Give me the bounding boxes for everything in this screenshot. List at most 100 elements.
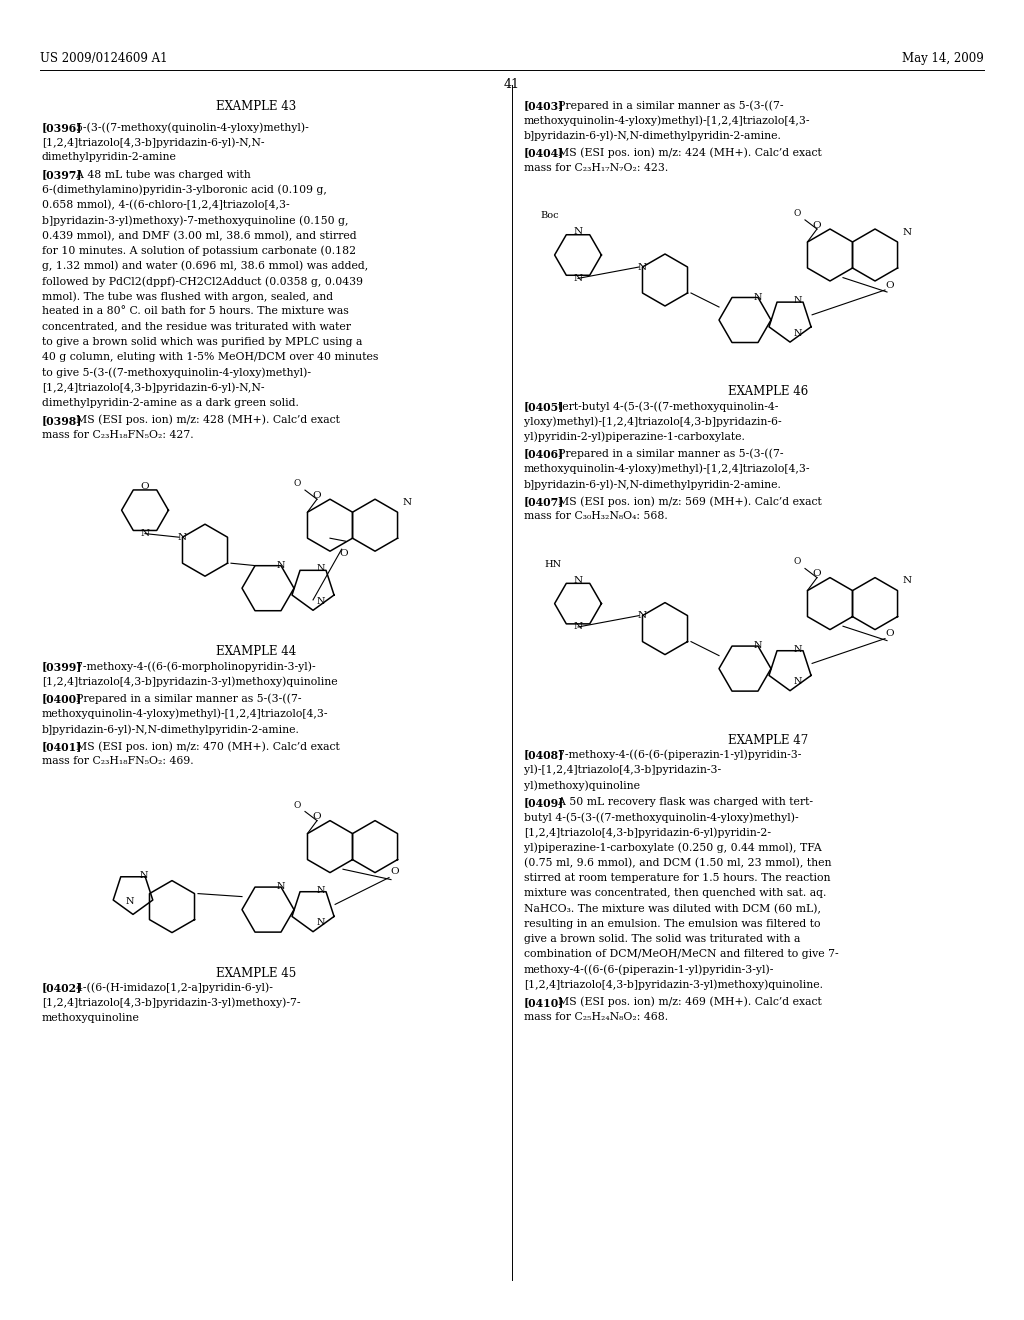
Text: N: N (902, 577, 911, 586)
Text: A 48 mL tube was charged with: A 48 mL tube was charged with (70, 169, 251, 180)
Text: N: N (754, 293, 762, 302)
Text: MS (ESI pos. ion) m/z: 569 (MH+). Calc’d exact: MS (ESI pos. ion) m/z: 569 (MH+). Calc’d… (551, 496, 822, 507)
Text: Prepared in a similar manner as 5-(3-((7-: Prepared in a similar manner as 5-(3-((7… (551, 100, 783, 111)
Text: mass for C₂₃H₁₈FN₅O₂: 427.: mass for C₂₃H₁₈FN₅O₂: 427. (42, 430, 194, 440)
Text: tert-butyl 4-(5-(3-((7-methoxyquinolin-4-: tert-butyl 4-(5-(3-((7-methoxyquinolin-4… (551, 401, 778, 412)
Text: mass for C₃₀H₃₂N₈O₄: 568.: mass for C₃₀H₃₂N₈O₄: 568. (524, 511, 668, 521)
Text: MS (ESI pos. ion) m/z: 470 (MH+). Calc’d exact: MS (ESI pos. ion) m/z: 470 (MH+). Calc’d… (70, 742, 340, 752)
Text: mass for C₂₃H₁₇N₇O₂: 423.: mass for C₂₃H₁₇N₇O₂: 423. (524, 162, 669, 173)
Text: N: N (754, 642, 762, 651)
Text: resulting in an emulsion. The emulsion was filtered to: resulting in an emulsion. The emulsion w… (524, 919, 820, 929)
Text: EXAMPLE 43: EXAMPLE 43 (216, 100, 296, 114)
Text: [0404]: [0404] (524, 148, 564, 158)
Text: [1,2,4]triazolo[4,3-b]pyridazin-6-yl)-N,N-: [1,2,4]triazolo[4,3-b]pyridazin-6-yl)-N,… (42, 137, 264, 148)
Text: [0402]: [0402] (42, 982, 82, 994)
Text: N: N (638, 611, 647, 620)
Text: O: O (886, 281, 894, 289)
Text: O: O (293, 479, 301, 488)
Text: 0.439 mmol), and DMF (3.00 ml, 38.6 mmol), and stirred: 0.439 mmol), and DMF (3.00 ml, 38.6 mmol… (42, 231, 356, 240)
Text: N: N (638, 263, 647, 272)
Text: Prepared in a similar manner as 5-(3-((7-: Prepared in a similar manner as 5-(3-((7… (551, 449, 783, 459)
Text: heated in a 80° C. oil bath for 5 hours. The mixture was: heated in a 80° C. oil bath for 5 hours.… (42, 306, 349, 317)
Text: O: O (813, 220, 821, 230)
Text: O: O (794, 557, 801, 566)
Text: (0.75 ml, 9.6 mmol), and DCM (1.50 ml, 23 mmol), then: (0.75 ml, 9.6 mmol), and DCM (1.50 ml, 2… (524, 858, 831, 869)
Text: N: N (140, 529, 150, 539)
Text: dimethylpyridin-2-amine as a dark green solid.: dimethylpyridin-2-amine as a dark green … (42, 397, 299, 408)
Text: b]pyridazin-6-yl)-N,N-dimethylpyridin-2-amine.: b]pyridazin-6-yl)-N,N-dimethylpyridin-2-… (42, 723, 300, 734)
Text: yl)pyridin-2-yl)piperazine-1-carboxylate.: yl)pyridin-2-yl)piperazine-1-carboxylate… (524, 432, 744, 442)
Text: O: O (312, 491, 322, 500)
Text: 4-((6-(H-imidazo[1,2-a]pyridin-6-yl)-: 4-((6-(H-imidazo[1,2-a]pyridin-6-yl)- (70, 982, 273, 993)
Text: O: O (339, 549, 348, 557)
Text: [0407]: [0407] (524, 496, 564, 507)
Text: N: N (316, 886, 325, 895)
Text: N: N (276, 883, 286, 891)
Text: MS (ESI pos. ion) m/z: 424 (MH+). Calc’d exact: MS (ESI pos. ion) m/z: 424 (MH+). Calc’d… (551, 148, 822, 158)
Text: 6-(dimethylamino)pyridin-3-ylboronic acid (0.109 g,: 6-(dimethylamino)pyridin-3-ylboronic aci… (42, 185, 327, 195)
Text: O: O (794, 209, 801, 218)
Text: methoxyquinolin-4-yloxy)methyl)-[1,2,4]triazolo[4,3-: methoxyquinolin-4-yloxy)methyl)-[1,2,4]t… (524, 115, 811, 125)
Text: g, 1.32 mmol) and water (0.696 ml, 38.6 mmol) was added,: g, 1.32 mmol) and water (0.696 ml, 38.6 … (42, 261, 369, 272)
Text: [1,2,4]triazolo[4,3-b]pyridazin-3-yl)methoxy)quinoline.: [1,2,4]triazolo[4,3-b]pyridazin-3-yl)met… (524, 979, 823, 990)
Text: [0400]: [0400] (42, 693, 82, 705)
Text: 5-(3-((7-methoxy(quinolin-4-yloxy)methyl)-: 5-(3-((7-methoxy(quinolin-4-yloxy)methyl… (70, 121, 309, 132)
Text: N: N (276, 561, 286, 570)
Text: [0409]: [0409] (524, 797, 564, 808)
Text: yl)methoxy)quinoline: yl)methoxy)quinoline (524, 780, 640, 791)
Text: to give 5-(3-((7-methoxyquinolin-4-yloxy)methyl)-: to give 5-(3-((7-methoxyquinolin-4-yloxy… (42, 367, 311, 378)
Text: butyl 4-(5-(3-((7-methoxyquinolin-4-yloxy)methyl)-: butyl 4-(5-(3-((7-methoxyquinolin-4-ylox… (524, 812, 799, 822)
Text: mass for C₂₃H₁₈FN₅O₂: 469.: mass for C₂₃H₁₈FN₅O₂: 469. (42, 756, 194, 767)
Text: [0403]: [0403] (524, 100, 564, 111)
Text: mmol). The tube was flushed with argon, sealed, and: mmol). The tube was flushed with argon, … (42, 292, 333, 302)
Text: stirred at room temperature for 1.5 hours. The reaction: stirred at room temperature for 1.5 hour… (524, 874, 830, 883)
Text: EXAMPLE 44: EXAMPLE 44 (216, 645, 296, 659)
Text: b]pyridazin-6-yl)-N,N-dimethylpyridin-2-amine.: b]pyridazin-6-yl)-N,N-dimethylpyridin-2-… (524, 479, 782, 490)
Text: yloxy)methyl)-[1,2,4]triazolo[4,3-b]pyridazin-6-: yloxy)methyl)-[1,2,4]triazolo[4,3-b]pyri… (524, 416, 781, 426)
Text: dimethylpyridin-2-amine: dimethylpyridin-2-amine (42, 152, 177, 162)
Text: mixture was concentrated, then quenched with sat. aq.: mixture was concentrated, then quenched … (524, 888, 826, 899)
Text: N: N (316, 564, 325, 573)
Text: A 50 mL recovery flask was charged with tert-: A 50 mL recovery flask was charged with … (551, 797, 813, 808)
Text: to give a brown solid which was purified by MPLC using a: to give a brown solid which was purified… (42, 337, 362, 347)
Text: O: O (886, 630, 894, 638)
Text: EXAMPLE 45: EXAMPLE 45 (216, 966, 296, 979)
Text: mass for C₂₅H₂₄N₈O₂: 468.: mass for C₂₅H₂₄N₈O₂: 468. (524, 1012, 668, 1022)
Text: methoxyquinolin-4-yloxy)methyl)-[1,2,4]triazolo[4,3-: methoxyquinolin-4-yloxy)methyl)-[1,2,4]t… (524, 463, 811, 474)
Text: combination of DCM/MeOH/MeCN and filtered to give 7-: combination of DCM/MeOH/MeCN and filtere… (524, 949, 839, 960)
Text: Prepared in a similar manner as 5-(3-((7-: Prepared in a similar manner as 5-(3-((7… (70, 693, 302, 704)
Text: methoxyquinoline: methoxyquinoline (42, 1012, 140, 1023)
Text: followed by PdCl2(dppf)-CH2Cl2Adduct (0.0358 g, 0.0439: followed by PdCl2(dppf)-CH2Cl2Adduct (0.… (42, 276, 362, 286)
Text: EXAMPLE 46: EXAMPLE 46 (728, 385, 808, 399)
Text: [0405]: [0405] (524, 401, 564, 412)
Text: HN: HN (545, 560, 561, 569)
Text: 40 g column, eluting with 1-5% MeOH/DCM over 40 minutes: 40 g column, eluting with 1-5% MeOH/DCM … (42, 352, 379, 362)
Text: 0.658 mmol), 4-((6-chloro-[1,2,4]triazolo[4,3-: 0.658 mmol), 4-((6-chloro-[1,2,4]triazol… (42, 201, 290, 210)
Text: concentrated, and the residue was triturated with water: concentrated, and the residue was tritur… (42, 322, 351, 331)
Text: [1,2,4]triazolo[4,3-b]pyridazin-3-yl)methoxy)quinoline: [1,2,4]triazolo[4,3-b]pyridazin-3-yl)met… (42, 676, 338, 686)
Text: N: N (139, 871, 147, 880)
Text: b]pyridazin-6-yl)-N,N-dimethylpyridin-2-amine.: b]pyridazin-6-yl)-N,N-dimethylpyridin-2-… (524, 131, 782, 141)
Text: EXAMPLE 47: EXAMPLE 47 (728, 734, 808, 747)
Text: [0396]: [0396] (42, 121, 82, 133)
Text: 41: 41 (504, 78, 520, 91)
Text: N: N (573, 576, 583, 585)
Text: b]pyridazin-3-yl)methoxy)-7-methoxyquinoline (0.150 g,: b]pyridazin-3-yl)methoxy)-7-methoxyquino… (42, 215, 348, 226)
Text: [1,2,4]triazolo[4,3-b]pyridazin-6-yl)-N,N-: [1,2,4]triazolo[4,3-b]pyridazin-6-yl)-N,… (42, 383, 264, 393)
Text: [0406]: [0406] (524, 449, 564, 459)
Text: 7-methoxy-4-((6-(6-(piperazin-1-yl)pyridin-3-: 7-methoxy-4-((6-(6-(piperazin-1-yl)pyrid… (551, 750, 802, 760)
Text: O: O (312, 812, 322, 821)
Text: O: O (140, 482, 150, 491)
Text: [1,2,4]triazolo[4,3-b]pyridazin-3-yl)methoxy)-7-: [1,2,4]triazolo[4,3-b]pyridazin-3-yl)met… (42, 998, 300, 1008)
Text: [0408]: [0408] (524, 750, 564, 760)
Text: N: N (125, 896, 134, 906)
Text: methoxyquinolin-4-yloxy)methyl)-[1,2,4]triazolo[4,3-: methoxyquinolin-4-yloxy)methyl)-[1,2,4]t… (42, 709, 329, 719)
Text: N: N (794, 329, 802, 338)
Text: N: N (902, 228, 911, 236)
Text: yl)-[1,2,4]triazolo[4,3-b]pyridazin-3-: yl)-[1,2,4]triazolo[4,3-b]pyridazin-3- (524, 764, 721, 775)
Text: MS (ESI pos. ion) m/z: 428 (MH+). Calc’d exact: MS (ESI pos. ion) m/z: 428 (MH+). Calc’d… (70, 414, 340, 425)
Text: N: N (794, 677, 802, 686)
Text: yl)piperazine-1-carboxylate (0.250 g, 0.44 mmol), TFA: yl)piperazine-1-carboxylate (0.250 g, 0.… (524, 842, 821, 853)
Text: [0397]: [0397] (42, 169, 83, 181)
Text: O: O (391, 867, 399, 876)
